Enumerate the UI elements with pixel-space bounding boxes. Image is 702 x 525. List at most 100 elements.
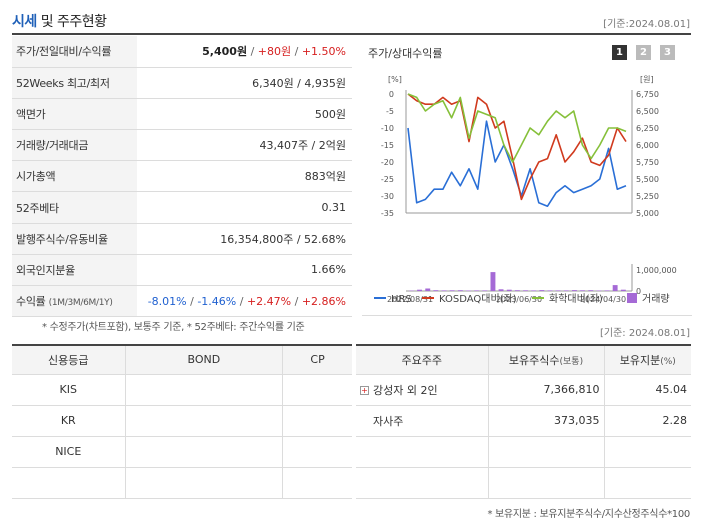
- credit-row: KIS: [12, 374, 352, 406]
- volume-bar: [555, 290, 561, 291]
- week52-value: 6,340원 / 4,935원: [137, 67, 352, 99]
- legend-swatch: [627, 293, 637, 303]
- return-3m: -1.46%: [197, 294, 237, 308]
- volume-bar: [474, 290, 480, 291]
- legend-label: HRS: [391, 294, 412, 305]
- volume-bar: [596, 290, 602, 291]
- holder-name-text: 강성자 외 2인: [373, 383, 438, 397]
- return-1m: -8.01%: [147, 294, 187, 308]
- credit-agency: KIS: [12, 374, 126, 406]
- holder-header-shares-main: 보유주식수: [508, 353, 560, 367]
- holder-header-shares-sub: (보통): [559, 356, 584, 367]
- credit-agency: NICE: [12, 436, 126, 468]
- returns-value: -8.01% / -1.46% / +2.47% / +2.86%: [137, 285, 352, 318]
- volume-bar: [523, 290, 528, 291]
- right-axis-unit: [원]: [640, 75, 654, 84]
- credit-cp: [282, 405, 352, 437]
- volume-bar: [425, 288, 431, 291]
- market-cap-row: 시가총액 883억원: [12, 160, 352, 193]
- x-tick-label: 2024/04/30: [580, 295, 626, 304]
- volume-max-label: 1,000,000: [636, 266, 677, 275]
- face-value: 500원: [137, 98, 352, 131]
- holder-name: 자사주: [356, 405, 489, 437]
- credit-header-row: 신용등급 BOND CP: [12, 345, 352, 375]
- holder-header-shares: 보유주식수(보통): [488, 345, 605, 375]
- volume-bar: [466, 290, 471, 291]
- volume-bar: [580, 290, 585, 291]
- holder-row: 자사주 373,035 2.28: [356, 405, 691, 437]
- holder-shares: [488, 467, 605, 499]
- volume-bar: [604, 290, 610, 291]
- right-tick-label: 6,750: [636, 90, 659, 99]
- series-line: [407, 93, 627, 163]
- footnote-left: * 수정주가(차트포함), 보통주 기준, * 52주베타: 주간수익률 기준: [42, 322, 305, 333]
- market-cap-value: 883억원: [137, 160, 352, 193]
- section-title-rest: 및 주주현황: [36, 14, 107, 30]
- price-rate: +1.50%: [301, 45, 346, 59]
- holder-shares: 7,366,810: [488, 374, 605, 406]
- volume-bar: [417, 289, 422, 291]
- x-tick-label: 2023/06/30: [496, 295, 542, 304]
- returns-label-sub: (1M/3M/6M/1Y): [48, 298, 113, 309]
- volume-zero-label: 0: [636, 287, 641, 296]
- left-tick-label: -10: [381, 124, 394, 133]
- credit-rating-table: 신용등급 BOND CP KIS KR NICE: [12, 344, 352, 499]
- left-tick-label: -35: [381, 209, 394, 218]
- credit-row: [12, 467, 352, 499]
- holder-row[interactable]: + 강성자 외 2인 7,366,810 45.04: [356, 374, 691, 406]
- credit-bond: [125, 405, 284, 437]
- volume-bar: [547, 290, 553, 291]
- chart-tab-2[interactable]: 2: [636, 45, 651, 60]
- shares-label: 발행주식수/유동비율: [12, 223, 137, 255]
- foreign-value: 1.66%: [137, 254, 352, 287]
- returns-row: 수익률 (1M/3M/6M/1Y) -8.01% / -1.46% / +2.4…: [12, 285, 352, 318]
- holder-header-pct-sub: (%): [660, 356, 676, 367]
- expand-icon[interactable]: +: [360, 386, 369, 395]
- holder-shares: 373,035: [488, 405, 605, 437]
- price-change: +80원: [257, 45, 292, 59]
- credit-header-rating: 신용등급: [12, 345, 126, 375]
- return-1y: +2.86%: [301, 294, 346, 308]
- face-value-row: 액면가 500원: [12, 98, 352, 131]
- chart-tab-3[interactable]: 3: [660, 45, 675, 60]
- credit-row: KR: [12, 405, 352, 437]
- returns-label-main: 수익률: [16, 295, 46, 309]
- credit-cp: [282, 467, 352, 499]
- right-tick-label: 6,250: [636, 124, 659, 133]
- foreign-label: 외국인지분율: [12, 254, 137, 287]
- section-title: 시세 및 주주현황: [12, 11, 107, 31]
- price-label: 주가/전일대비/수익률: [12, 36, 137, 68]
- volume-bar: [539, 290, 545, 291]
- face-value-label: 액면가: [12, 98, 137, 131]
- holder-pct: 2.28: [604, 405, 691, 437]
- chart-panel: 주가/상대수익률 1 2 3 [%] [원] 0 -5 -10 -15 -20 -25 -30 -…: [362, 36, 692, 316]
- volume-label: 거래량/거래대금: [12, 129, 137, 162]
- volume-bar: [514, 290, 520, 291]
- shares-row: 발행주식수/유동비율 16,354,800주 / 52.68%: [12, 223, 352, 255]
- shares-value: 16,354,800주 / 52.68%: [137, 223, 352, 255]
- quote-table: 주가/전일대비/수익률 5,400원 / +80원 / +1.50% 52Wee…: [12, 36, 352, 318]
- credit-bond: [125, 436, 284, 468]
- volume-row: 거래량/거래대금 43,407주 / 2억원: [12, 129, 352, 162]
- volume-bar: [563, 290, 569, 291]
- price-value: 5,400원 / +80원 / +1.50%: [137, 36, 352, 68]
- volume-bar: [531, 290, 537, 291]
- price: 5,400원: [202, 45, 248, 59]
- left-tick-label: -30: [381, 192, 394, 201]
- credit-bond: [125, 467, 284, 499]
- holder-header-pct-main: 보유지분: [619, 353, 661, 367]
- base-date-secondary: [기준: 2024.08.01]: [599, 328, 690, 339]
- legend-label: KOSDAQ대비(좌): [439, 293, 517, 305]
- left-tick-label: -5: [386, 107, 394, 116]
- left-tick-label: -25: [381, 175, 394, 184]
- volume-bar: [490, 272, 496, 291]
- left-axis-unit: [%]: [388, 75, 402, 84]
- volume-bar: [457, 290, 463, 291]
- left-tick-label: 0: [389, 90, 394, 99]
- price-chart: [%] [원] 0 -5 -10 -15 -20 -25 -30 -35 5,000 5,250 5,5…: [374, 75, 677, 305]
- chart-tab-1[interactable]: 1: [612, 45, 627, 60]
- series-line: [407, 93, 627, 201]
- holder-name: + 강성자 외 2인: [356, 374, 489, 406]
- credit-header-cp: CP: [282, 345, 352, 375]
- credit-row: NICE: [12, 436, 352, 468]
